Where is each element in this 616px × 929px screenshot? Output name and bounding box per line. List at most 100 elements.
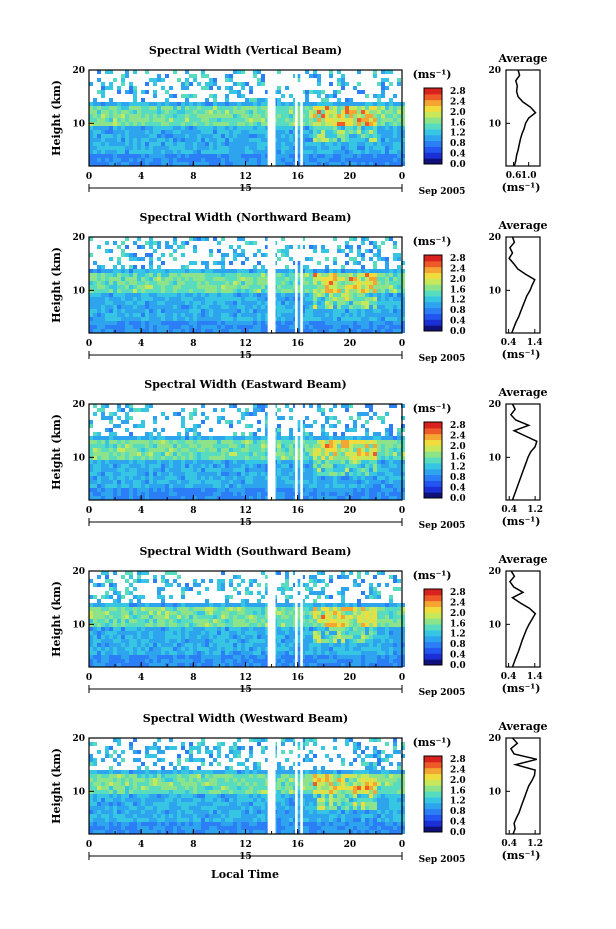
heatmap-cell xyxy=(397,110,401,114)
heatmap-cell xyxy=(201,162,205,166)
heatmap-cell xyxy=(329,297,333,301)
heatmap-cell xyxy=(389,404,393,408)
heatmap-cell xyxy=(93,583,97,587)
heatmap-cell xyxy=(137,623,141,627)
heatmap-cell xyxy=(201,277,205,281)
heatmap-cell xyxy=(109,158,113,162)
heatmap-cell xyxy=(129,126,133,130)
heatmap-cell xyxy=(337,452,341,456)
heatmap-cell xyxy=(257,70,261,74)
heatmap-cell xyxy=(133,146,137,150)
heatmap-cell xyxy=(297,150,301,154)
heatmap-cell xyxy=(165,305,169,309)
heatmap-cell xyxy=(89,146,93,150)
heatmap-cell xyxy=(349,325,353,329)
heatmap-cell xyxy=(177,146,181,150)
heatmap-cell xyxy=(169,329,173,333)
heatmap-cell xyxy=(101,472,105,476)
heatmap-cell xyxy=(341,329,345,333)
heatmap-cell xyxy=(229,245,233,249)
heatmap-cell xyxy=(293,102,297,106)
heatmap-cell xyxy=(285,476,289,480)
heatmap-cell xyxy=(357,114,361,118)
heatmap-cell xyxy=(245,106,249,110)
heatmap-cell xyxy=(149,436,153,440)
heatmap-cell xyxy=(177,464,181,468)
heatmap-cell xyxy=(325,150,329,154)
heatmap-cell xyxy=(265,404,269,408)
heatmap-cell xyxy=(153,289,157,293)
heatmap-cell xyxy=(157,476,161,480)
heatmap-cell xyxy=(117,460,121,464)
heatmap-cell xyxy=(141,663,145,667)
heatmap-cell xyxy=(181,309,185,313)
heatmap-cell xyxy=(189,452,193,456)
day-label: 15 xyxy=(239,518,252,528)
heatmap-cell xyxy=(377,134,381,138)
heatmap-cell xyxy=(313,484,317,488)
heatmap-cell xyxy=(125,158,129,162)
heatmap-cell xyxy=(205,480,209,484)
colorbar-swatch xyxy=(424,134,442,142)
heatmap-cell xyxy=(153,631,157,635)
heatmap-cell xyxy=(189,261,193,265)
heatmap-cell xyxy=(289,484,293,488)
heatmap-cell xyxy=(397,273,401,277)
heatmap-cell xyxy=(185,484,189,488)
heatmap-cell xyxy=(93,663,97,667)
heatmap-cell xyxy=(197,301,201,305)
heatmap-cell xyxy=(241,313,245,317)
heatmap-cell xyxy=(101,603,105,607)
heatmap-cell xyxy=(225,98,229,102)
heatmap-cell xyxy=(353,460,357,464)
heatmap-cell xyxy=(217,138,221,142)
heatmap-cell xyxy=(289,416,293,420)
heatmap-cell xyxy=(141,655,145,659)
heatmap-cell xyxy=(217,241,221,245)
heatmap-cell xyxy=(217,313,221,317)
heatmap-cell xyxy=(181,460,185,464)
heatmap-cell xyxy=(241,472,245,476)
heatmap-cell xyxy=(341,154,345,158)
heatmap-cell xyxy=(401,146,405,150)
heatmap-cell xyxy=(369,452,373,456)
heatmap-cell xyxy=(229,154,233,158)
heatmap-cell xyxy=(229,476,233,480)
heatmap-cell xyxy=(289,142,293,146)
heatmap-cell xyxy=(221,162,225,166)
heatmap-cell xyxy=(357,273,361,277)
heatmap-cell xyxy=(361,325,365,329)
heatmap-cell xyxy=(249,118,253,122)
heatmap-cell xyxy=(389,460,393,464)
heatmap-cell xyxy=(381,146,385,150)
heatmap-cell xyxy=(101,643,105,647)
heatmap-cell xyxy=(389,317,393,321)
heatmap-cell xyxy=(153,150,157,154)
heatmap-cell xyxy=(397,476,401,480)
heatmap-cell xyxy=(265,424,269,428)
heatmap-cell xyxy=(93,110,97,114)
heatmap-cell xyxy=(357,325,361,329)
heatmap-cell xyxy=(237,285,241,289)
heatmap-cell xyxy=(377,496,381,500)
heatmap-cell xyxy=(101,484,105,488)
heatmap-cell xyxy=(197,460,201,464)
heatmap-cell xyxy=(205,261,209,265)
heatmap-cell xyxy=(401,428,405,432)
heatmap-cell xyxy=(105,595,109,599)
heatmap-cell xyxy=(261,456,265,460)
heatmap-cell xyxy=(285,321,289,325)
heatmap-cell xyxy=(369,436,373,440)
heatmap-cell xyxy=(201,237,205,241)
heatmap-cell xyxy=(401,452,405,456)
heatmap-cell xyxy=(385,444,389,448)
heatmap-cell xyxy=(201,444,205,448)
x-tick-label: 0 xyxy=(86,506,92,516)
heatmap-cell xyxy=(245,309,249,313)
heatmap-cell xyxy=(261,488,265,492)
heatmap-cell xyxy=(337,329,341,333)
heatmap-cell xyxy=(173,154,177,158)
heatmap-cell xyxy=(265,492,269,496)
heatmap-cell xyxy=(305,142,309,146)
heatmap-cell xyxy=(249,150,253,154)
